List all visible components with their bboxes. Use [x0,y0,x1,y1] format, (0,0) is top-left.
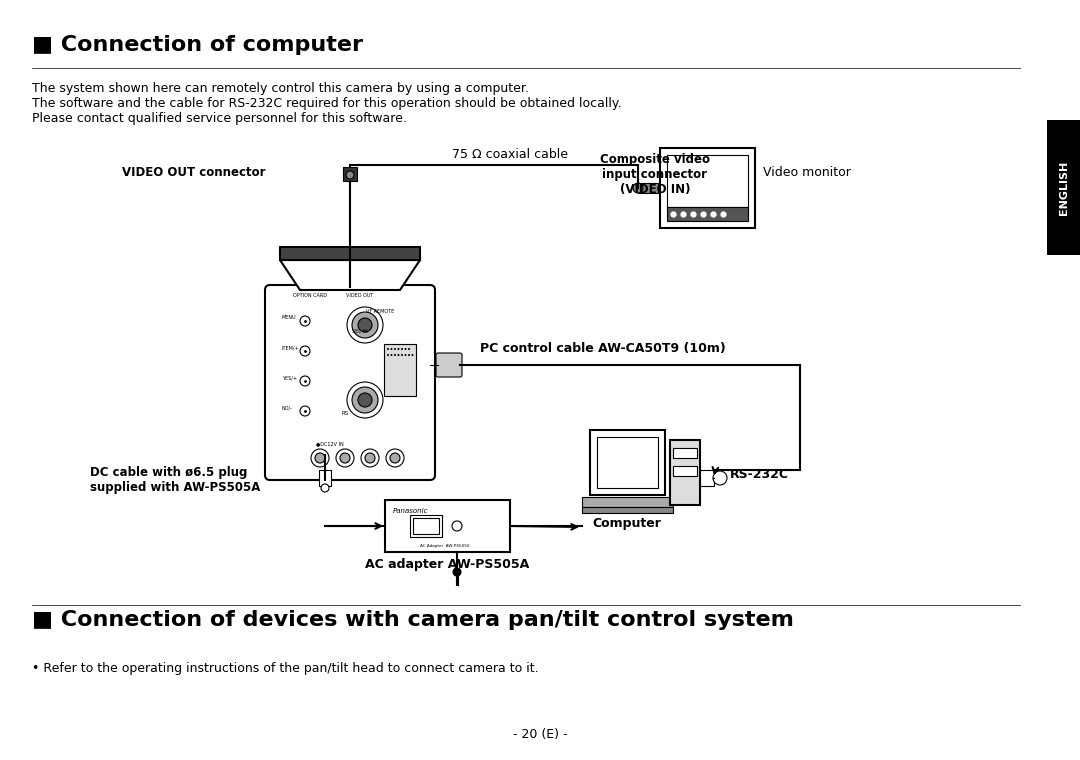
Circle shape [347,307,383,343]
Bar [410,515,442,537]
Circle shape [346,171,354,179]
Bar [1047,120,1080,255]
Bar [597,437,658,488]
Circle shape [391,354,392,356]
Circle shape [405,348,406,350]
Circle shape [394,354,396,356]
Text: OPTION CARD: OPTION CARD [293,293,327,298]
Text: VF REMOTE: VF REMOTE [366,309,394,314]
Circle shape [321,484,329,492]
Bar [343,167,357,181]
Circle shape [300,316,310,326]
Text: DC cable with ø6.5 plug
supplied with AW-PS505A: DC cable with ø6.5 plug supplied with AW… [90,466,260,494]
Bar [582,497,673,507]
Text: SEL IN: SEL IN [352,329,368,334]
Circle shape [408,354,410,356]
Bar [582,507,673,513]
Text: RS-232C: RS-232C [730,468,789,482]
Text: PC control cable AW-CA50T9 (10m): PC control cable AW-CA50T9 (10m) [480,342,726,355]
Circle shape [300,376,310,386]
Bar [319,470,330,486]
Text: Panasonic: Panasonic [393,508,429,514]
Circle shape [713,471,727,485]
Text: YES/+: YES/+ [282,375,297,380]
FancyBboxPatch shape [590,430,665,495]
Polygon shape [280,260,420,290]
Text: VIDEO OUT connector: VIDEO OUT connector [121,166,265,179]
Circle shape [357,393,372,407]
Circle shape [315,453,325,463]
Circle shape [453,568,461,576]
FancyBboxPatch shape [265,285,435,480]
Circle shape [390,453,400,463]
Text: ENGLISH: ENGLISH [1058,160,1068,214]
Text: AC Adapter  AW-PS5050: AC Adapter AW-PS5050 [420,544,470,548]
Circle shape [394,348,396,350]
Circle shape [387,348,389,350]
Text: ●DC12V IN: ●DC12V IN [316,441,343,446]
Text: AC adapter AW-PS505A: AC adapter AW-PS505A [365,558,529,571]
Bar [670,440,700,505]
Circle shape [453,521,462,531]
FancyBboxPatch shape [384,500,510,552]
Text: - 20 (E) -: - 20 (E) - [513,728,567,741]
Circle shape [352,387,378,413]
Text: The software and the cable for RS-232C required for this operation should be obt: The software and the cable for RS-232C r… [32,97,621,110]
FancyBboxPatch shape [436,353,462,377]
Circle shape [347,382,383,418]
Bar [667,155,748,207]
Circle shape [411,354,414,356]
Circle shape [311,449,329,467]
Circle shape [300,346,310,356]
Bar [673,466,697,476]
Circle shape [365,453,375,463]
Bar [638,183,658,193]
Circle shape [352,312,378,338]
Text: The system shown here can remotely control this camera by using a computer.: The system shown here can remotely contr… [32,82,529,95]
Bar [673,448,697,458]
Circle shape [401,354,403,356]
Text: Please contact qualified service personnel for this software.: Please contact qualified service personn… [32,112,407,125]
FancyBboxPatch shape [660,148,755,228]
Text: NO/-: NO/- [282,405,293,410]
Text: ■ Connection of devices with camera pan/tilt control system: ■ Connection of devices with camera pan/… [32,610,794,630]
Circle shape [340,453,350,463]
Text: ITEM/+: ITEM/+ [282,345,299,350]
Bar [700,470,714,486]
Bar [280,247,420,260]
Text: Video monitor: Video monitor [762,166,851,179]
Text: RS: RS [341,411,349,416]
Text: Composite video
input connector
(VIDEO IN): Composite video input connector (VIDEO I… [600,153,710,196]
Circle shape [387,354,389,356]
Circle shape [357,318,372,332]
Text: Computer: Computer [593,517,661,530]
Circle shape [397,354,400,356]
Text: VIDEO OUT: VIDEO OUT [347,293,374,298]
Circle shape [386,449,404,467]
Circle shape [401,348,403,350]
Circle shape [300,406,310,416]
Circle shape [633,183,643,193]
Text: MENU: MENU [282,315,297,320]
Text: 75 Ω coaxial cable: 75 Ω coaxial cable [453,148,568,161]
Bar [413,518,438,534]
Circle shape [391,348,392,350]
Circle shape [336,449,354,467]
Bar [667,207,748,221]
Circle shape [408,348,410,350]
Text: • Refer to the operating instructions of the pan/tilt head to connect camera to : • Refer to the operating instructions of… [32,662,539,675]
Circle shape [405,354,406,356]
FancyBboxPatch shape [384,344,416,396]
Circle shape [361,449,379,467]
Text: ■ Connection of computer: ■ Connection of computer [32,35,363,55]
Circle shape [397,348,400,350]
